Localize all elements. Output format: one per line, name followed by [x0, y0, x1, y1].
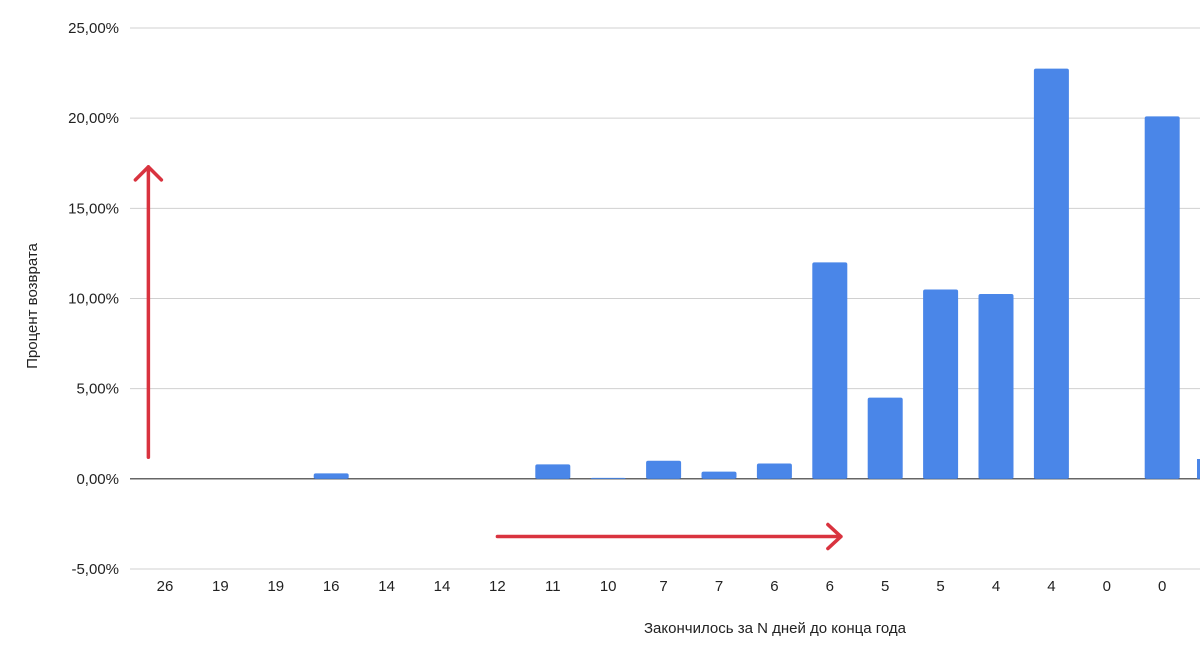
x-tick-label: 10 — [600, 578, 617, 595]
x-tick-label: 26 — [157, 578, 174, 595]
y-tick-label: 25,00% — [68, 20, 119, 37]
bar — [1144, 116, 1180, 479]
x-tick-label: 11 — [545, 578, 561, 595]
x-tick-label: 5 — [881, 578, 889, 595]
bar — [867, 397, 903, 479]
x-tick-label: 19 — [267, 578, 284, 595]
x-axis-title: Закончилось за N дней до конца года — [644, 620, 907, 637]
y-tick-label: 5,00% — [76, 381, 119, 398]
annotations — [133, 165, 843, 551]
bar — [313, 473, 349, 479]
x-tick-label: 6 — [770, 578, 778, 595]
x-tick-label: 4 — [992, 578, 1000, 595]
x-tick-label: 5 — [936, 578, 944, 595]
y-axis-title: Процент возврата — [24, 242, 41, 368]
y-tick-label: -5,00% — [71, 561, 119, 578]
bar — [756, 463, 792, 479]
bar — [1033, 68, 1069, 479]
x-tick-label: 0 — [1103, 578, 1111, 595]
bar — [978, 293, 1014, 479]
x-tick-label: 12 — [489, 578, 506, 595]
bar — [701, 471, 737, 479]
x-tick-label: 16 — [323, 578, 340, 595]
bar-partial — [1197, 458, 1200, 479]
x-tick-labels: 26 19 19 16 14 14 12 11 10 7 7 6 6 5 5 4 4 0 0 — [157, 578, 1167, 595]
x-tick-label: 14 — [434, 578, 451, 595]
y-tick-label: 20,00% — [68, 110, 119, 127]
x-tick-label: 14 — [378, 578, 395, 595]
bar — [535, 464, 571, 479]
x-tick-label: 19 — [212, 578, 229, 595]
y-tick-label: 0,00% — [76, 471, 119, 488]
x-tick-label: 0 — [1158, 578, 1166, 595]
y-tick-labels: -5,00% 0,00% 5,00% 10,00% 15,00% 20,00% 25,00% — [68, 20, 119, 578]
annotation-arrow-up — [133, 165, 164, 459]
bar — [812, 262, 848, 479]
bar — [646, 460, 682, 479]
bars — [313, 68, 1200, 479]
y-tick-label: 10,00% — [68, 291, 119, 308]
x-tick-label: 7 — [659, 578, 667, 595]
x-tick-label: 7 — [715, 578, 723, 595]
bar — [590, 477, 626, 479]
bar — [923, 289, 959, 479]
y-tick-label: 15,00% — [68, 200, 119, 217]
gridlines — [130, 27, 1200, 570]
annotation-arrow-right — [495, 522, 843, 551]
x-tick-label: 6 — [826, 578, 834, 595]
x-tick-label: 4 — [1047, 578, 1055, 595]
